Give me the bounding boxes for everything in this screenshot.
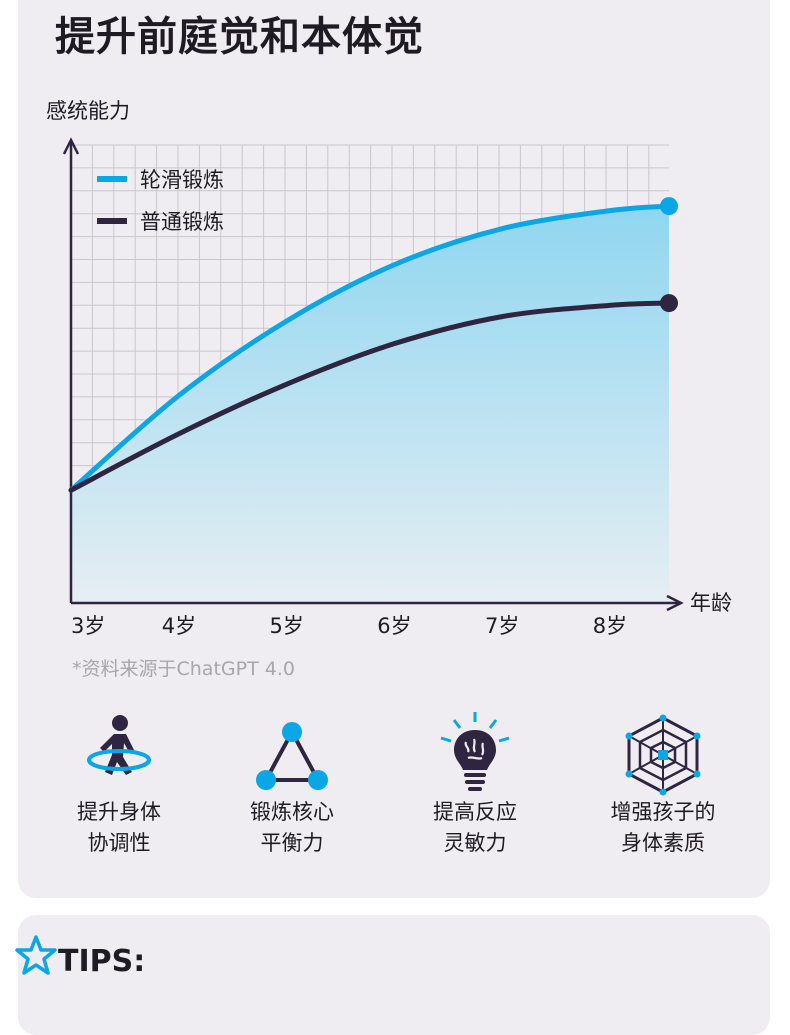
radar-web-icon xyxy=(625,714,701,796)
tips-title: TIPS: xyxy=(58,944,146,979)
feature-coordination: 提升身体 协调性 xyxy=(34,712,204,859)
x-tick-label: 7岁 xyxy=(485,614,519,638)
feature-label-line2: 灵敏力 xyxy=(443,831,507,855)
skating-person-icon xyxy=(87,715,151,775)
feature-label-line2: 平衡力 xyxy=(260,831,324,855)
page-title: 提升前庭觉和本体觉 xyxy=(55,14,424,60)
series-line-0 xyxy=(68,203,672,493)
feature-label-line1: 提高反应 xyxy=(433,800,517,824)
feature-label-line1: 锻炼核心 xyxy=(250,800,334,824)
legend-label: 轮滑锻炼 xyxy=(140,168,224,192)
x-axis-arrow xyxy=(666,594,684,612)
area-fill xyxy=(71,206,669,603)
feature-label-line2: 协调性 xyxy=(87,831,151,855)
x-tick-label: 8岁 xyxy=(593,614,627,638)
series-end-marker-0 xyxy=(660,197,678,216)
feature-fitness: 增强孩子的 身体素质 xyxy=(578,712,748,859)
series-line-1 xyxy=(68,300,672,493)
source-note: *资料来源于ChatGPT 4.0 xyxy=(72,658,295,680)
brain-bulb-icon xyxy=(440,712,510,791)
x-tick-label: 6岁 xyxy=(377,614,411,638)
feature-balance: 锻炼核心 平衡力 xyxy=(207,712,377,859)
feature-reaction: 提高反应 灵敏力 xyxy=(390,712,560,859)
feature-label-line1: 增强孩子的 xyxy=(610,800,716,824)
legend-label: 普通锻炼 xyxy=(140,210,224,234)
x-tick-label: 3岁 xyxy=(71,614,105,638)
y-axis-arrow xyxy=(62,137,80,155)
x-tick-label: 5岁 xyxy=(269,614,303,638)
feature-label-line1: 提升身体 xyxy=(77,800,161,824)
y-axis-label: 感统能力 xyxy=(46,99,130,123)
star-icon xyxy=(15,935,57,975)
feature-label-line2: 身体素质 xyxy=(621,831,705,855)
balance-triangle-icon xyxy=(256,722,328,790)
series-end-marker-1 xyxy=(660,294,678,313)
x-tick-label: 4岁 xyxy=(162,614,196,638)
chart-axes xyxy=(62,137,684,612)
x-axis-label: 年龄 xyxy=(690,591,732,615)
